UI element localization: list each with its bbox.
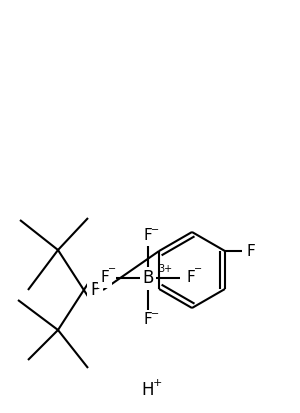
Text: +: + bbox=[152, 378, 162, 388]
Text: 3+: 3+ bbox=[158, 264, 172, 274]
Text: P: P bbox=[90, 281, 100, 299]
Text: −: − bbox=[108, 264, 116, 274]
Text: F: F bbox=[144, 313, 152, 328]
Text: F: F bbox=[100, 271, 109, 285]
Text: −: − bbox=[194, 264, 202, 274]
Text: −: − bbox=[151, 309, 159, 319]
Text: F: F bbox=[187, 271, 195, 285]
Text: −: − bbox=[151, 225, 159, 235]
Text: H: H bbox=[142, 381, 154, 399]
Text: B: B bbox=[142, 269, 154, 287]
Text: F: F bbox=[247, 244, 255, 259]
Text: F: F bbox=[144, 228, 152, 244]
